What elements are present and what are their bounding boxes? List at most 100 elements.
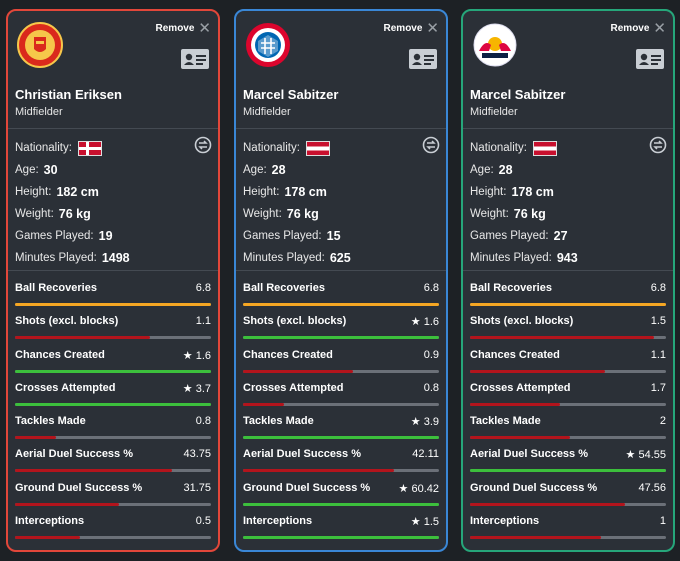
remove-label: Remove — [383, 23, 423, 34]
stat-row: Shots (excl. blocks) 1.1 — [15, 312, 211, 345]
stat-bar-track — [15, 536, 211, 540]
stat-bar-fill — [243, 502, 439, 506]
weight-label: Weight: — [470, 208, 509, 220]
stat-value: ★ 1.5 — [410, 516, 439, 529]
stat-bar-fill — [243, 336, 439, 340]
stat-value: ★ 60.42 — [398, 482, 439, 495]
stat-label: Tackles Made — [470, 415, 541, 428]
stat-row: Interceptions 0.5 — [15, 512, 211, 545]
stat-row: Crosses Attempted 1.7 — [470, 379, 666, 412]
height-row: Height: 178 cm — [470, 181, 668, 203]
stat-bar-fill — [470, 536, 602, 540]
stat-bar-track — [470, 436, 666, 440]
player-id-card-icon[interactable] — [635, 48, 665, 70]
player-info: Nationality: Age: 30 Height: 182 cm Weight… — [15, 137, 213, 269]
stat-label: Ball Recoveries — [243, 282, 325, 294]
remove-label: Remove — [155, 23, 195, 34]
stat-bar-fill — [243, 369, 353, 373]
divider — [236, 270, 446, 271]
close-icon[interactable]: ✕ — [426, 19, 439, 37]
minutes-played-value: 943 — [556, 251, 578, 265]
close-icon[interactable]: ✕ — [653, 19, 666, 37]
stat-label: Interceptions — [243, 515, 313, 528]
player-card-2: Remove ✕ Marcel Sabitzer Midfielder Nati… — [234, 9, 448, 552]
remove-button[interactable]: Remove ✕ — [155, 19, 211, 37]
stat-bar-fill — [243, 303, 439, 306]
games-played-value: 15 — [326, 229, 341, 243]
player-info: Nationality: Age: 28 Height: 178 cm Weight… — [243, 137, 441, 269]
stat-value: ★ 3.7 — [182, 382, 211, 395]
stat-row: Ground Duel Success % ★ 60.42 — [243, 479, 439, 512]
stat-bar-fill — [15, 502, 119, 506]
games-played-label: Games Played: — [243, 230, 322, 242]
stat-row: Aerial Duel Success % 43.75 — [15, 445, 211, 478]
stat-bar-fill — [243, 436, 439, 440]
stat-value: 0.9 — [423, 348, 439, 361]
weight-row: Weight: 76 kg — [470, 203, 668, 225]
remove-button[interactable]: Remove ✕ — [383, 19, 439, 37]
minutes-played-value: 625 — [329, 251, 351, 265]
minutes-played-value: 1498 — [101, 251, 130, 265]
stat-value: 2 — [659, 415, 666, 428]
stat-row: Chances Created 0.9 — [243, 346, 439, 379]
player-position: Midfielder — [243, 106, 291, 118]
height-value: 178 cm — [284, 185, 327, 199]
stat-row: Ball Recoveries 6.8 — [243, 279, 439, 312]
stat-bar-track — [243, 502, 439, 506]
stat-label: Interceptions — [15, 515, 85, 528]
player-id-card-icon[interactable] — [180, 48, 210, 70]
stat-label: Ground Duel Success % — [243, 481, 371, 494]
age-label: Age: — [15, 164, 39, 176]
stats-list: Ball Recoveries 6.8 Shots (excl. blocks) 1.… — [470, 279, 666, 545]
divider — [8, 270, 218, 271]
stat-row: Interceptions 1 — [470, 512, 666, 545]
stat-bar-fill — [15, 336, 151, 340]
player-position: Midfielder — [470, 106, 518, 118]
stat-label: Chances Created — [243, 348, 333, 361]
weight-label: Weight: — [15, 208, 54, 220]
stat-bar-fill — [470, 336, 655, 340]
rb-leipzig-crest-icon — [473, 23, 517, 67]
age-value: 30 — [43, 163, 58, 177]
games-played-value: 19 — [98, 229, 113, 243]
nationality-label: Nationality: — [470, 142, 527, 154]
stat-value: 1.1 — [195, 315, 211, 328]
height-row: Height: 182 cm — [15, 181, 213, 203]
games-played-label: Games Played: — [15, 230, 94, 242]
age-value: 28 — [271, 163, 286, 177]
weight-row: Weight: 76 kg — [243, 203, 441, 225]
stat-value: 1.5 — [650, 315, 666, 328]
height-value: 182 cm — [56, 185, 99, 199]
stat-label: Crosses Attempted — [470, 381, 571, 394]
close-icon[interactable]: ✕ — [198, 19, 211, 37]
age-label: Age: — [243, 164, 267, 176]
stat-value: ★ 1.6 — [410, 316, 439, 329]
stat-row: Interceptions ★ 1.5 — [243, 512, 439, 545]
stat-bar-fill — [243, 536, 439, 540]
player-info: Nationality: Age: 28 Height: 178 cm Weight… — [470, 137, 668, 269]
divider — [8, 128, 218, 129]
minutes-played-label: Minutes Played: — [15, 252, 97, 264]
stat-row: Ball Recoveries 6.8 — [15, 279, 211, 312]
stat-value: 43.75 — [183, 448, 211, 461]
height-label: Height: — [470, 186, 507, 198]
player-card-3: Remove ✕ Marcel Sabitzer Midfielder Nati… — [461, 9, 675, 552]
stat-bar-track — [243, 536, 439, 540]
stat-bar-track — [470, 369, 666, 373]
minutes-played-label: Minutes Played: — [243, 252, 325, 264]
stat-label: Chances Created — [470, 348, 560, 361]
stat-bar-fill — [470, 369, 606, 373]
nationality-label: Nationality: — [243, 142, 300, 154]
stat-bar-track — [15, 469, 211, 473]
weight-row: Weight: 76 kg — [15, 203, 213, 225]
stats-list: Ball Recoveries 6.8 Shots (excl. blocks) 1.… — [15, 279, 211, 545]
remove-button[interactable]: Remove ✕ — [611, 19, 666, 37]
games-played-row: Games Played: 19 — [15, 225, 213, 247]
stat-value: 1 — [659, 515, 666, 528]
stat-bar-fill — [15, 469, 172, 473]
stat-bar-track — [243, 402, 439, 406]
stat-value: 47.56 — [638, 481, 666, 494]
stat-value: ★ 54.55 — [625, 449, 666, 462]
stat-value: ★ 3.9 — [410, 416, 439, 429]
player-id-card-icon[interactable] — [408, 48, 438, 70]
